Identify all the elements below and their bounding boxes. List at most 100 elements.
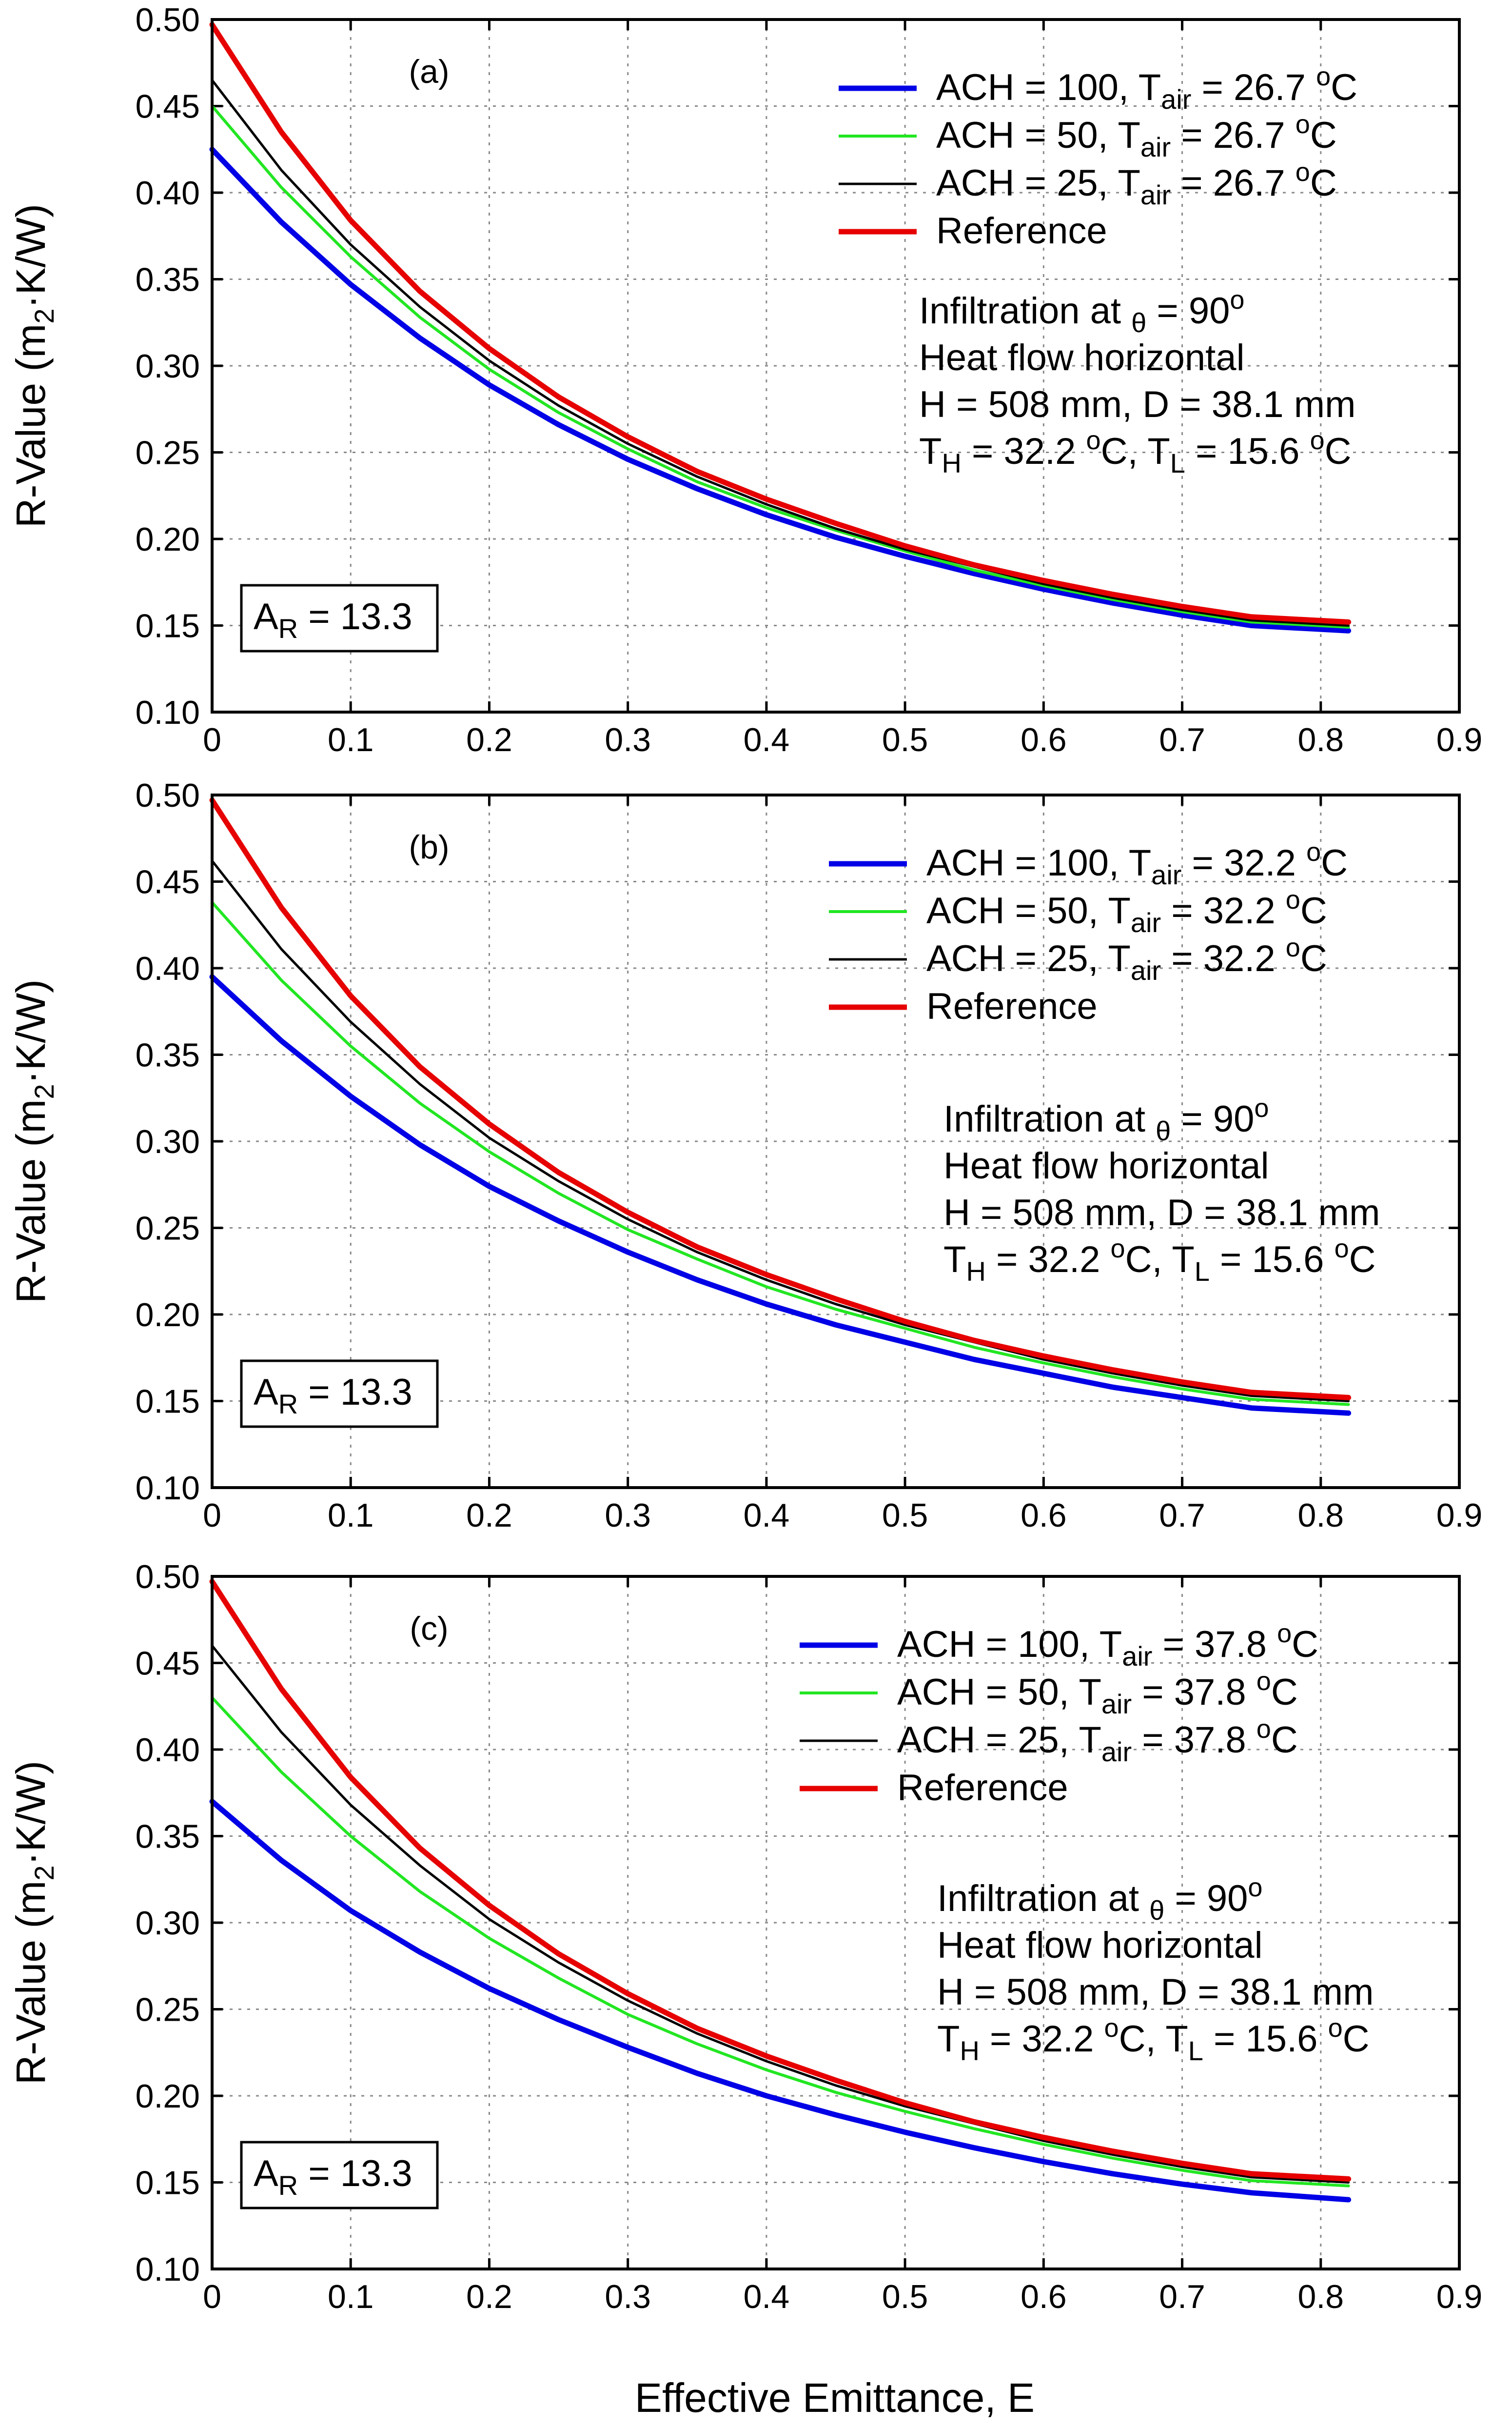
panel-c: 0 0.1 0.2 0.3 0.4 0.5 0.6 0.7 0.8 0.9 0.10 0.15 0.20… xyxy=(8,1558,1482,2315)
y-tick-label: 0.30 xyxy=(136,1123,200,1160)
plot-frame xyxy=(211,794,1461,1489)
series-line-1 xyxy=(209,146,1352,634)
y-tick-label: 0.15 xyxy=(136,1383,200,1420)
y-tick-label: 0.30 xyxy=(136,348,200,385)
plot-frame xyxy=(211,18,1461,714)
legend-label: ACH = 25, Tair = 37.8 oC xyxy=(897,1714,1298,1767)
y-axis-title: R-Value (m2·K/W) xyxy=(8,979,59,1303)
y-tick-label: 0.20 xyxy=(136,1296,200,1333)
annotation-line: H = 508 mm, D = 38.1 mm xyxy=(943,1192,1380,1233)
y-tick-label: 0.15 xyxy=(136,608,200,645)
legend-label: Reference xyxy=(936,210,1107,252)
legend-label: ACH = 100, Tair = 26.7 oC xyxy=(936,62,1357,115)
plot-frame xyxy=(211,1575,1461,2270)
legend-label: ACH = 100, Tair = 37.8 oC xyxy=(897,1619,1318,1671)
panel-a: 0 0.1 0.2 0.3 0.4 0.5 0.6 0.7 0.8 0.9 0.10 0.15 0.20… xyxy=(8,1,1482,758)
y-tick-label: 0.40 xyxy=(136,175,200,212)
x-tick-label: 0 xyxy=(203,721,221,758)
x-tick-label: 0.9 xyxy=(1436,721,1483,758)
y-tick-label: 0.35 xyxy=(136,1818,200,1855)
legend-label: ACH = 100, Tair = 32.2 oC xyxy=(926,837,1348,890)
y-tick-label: 0.35 xyxy=(136,1037,200,1074)
y-tick-label: 0.30 xyxy=(136,1905,200,1942)
y-tick-label: 0.10 xyxy=(136,1470,200,1507)
series-line-3 xyxy=(211,1644,1350,2184)
x-tick-label: 0.7 xyxy=(1159,2278,1205,2315)
annotation-line: TH = 32.2 oC, TL = 15.6 oC xyxy=(937,2013,1370,2066)
annotation-line: Heat flow horizontal xyxy=(937,1925,1262,1966)
x-tick-label: 0.8 xyxy=(1298,721,1344,758)
x-tick-label: 0.8 xyxy=(1298,1497,1344,1534)
y-tick-label: 0.15 xyxy=(136,2165,200,2202)
series-line-4 xyxy=(209,797,1352,1400)
x-tick-label: 0.7 xyxy=(1159,1497,1205,1534)
x-tick-label: 0.1 xyxy=(328,1497,374,1534)
x-tick-label: 0.9 xyxy=(1436,1497,1483,1534)
x-tick-label: 0.2 xyxy=(466,721,512,758)
x-tick-label: 0.4 xyxy=(744,721,790,758)
y-tick-label: 0.40 xyxy=(136,950,200,987)
x-tick-label: 0.4 xyxy=(744,2278,790,2315)
aspect-ratio-label: AR = 13.3 xyxy=(254,2153,412,2201)
legend-label: Reference xyxy=(897,1767,1068,1809)
x-tick-label: 0.6 xyxy=(1021,1497,1067,1534)
x-tick-label: 0.5 xyxy=(882,1497,928,1534)
legend-label: ACH = 25, Tair = 32.2 oC xyxy=(926,933,1327,986)
aspect-ratio-label: AR = 13.3 xyxy=(254,1372,412,1419)
x-tick-label: 0 xyxy=(203,2278,221,2315)
annotation-line: Heat flow horizontal xyxy=(919,337,1244,378)
y-tick-label: 0.25 xyxy=(136,1210,200,1247)
x-tick-label: 0.7 xyxy=(1159,721,1205,758)
series-line-4 xyxy=(209,22,1352,625)
aspect-ratio-box xyxy=(240,1359,439,1428)
y-tick-label: 0.10 xyxy=(136,2251,200,2288)
legend-label: ACH = 50, Tair = 26.7 oC xyxy=(936,110,1337,162)
annotation-line: Infiltration at θ = 90o xyxy=(919,285,1244,338)
x-tick-label: 0.8 xyxy=(1298,2278,1344,2315)
y-axis-title: R-Value (m2·K/W) xyxy=(8,204,59,528)
x-tick-label: 0.3 xyxy=(605,721,651,758)
annotation-line: H = 508 mm, D = 38.1 mm xyxy=(937,1971,1374,2013)
x-tick-label: 0.5 xyxy=(882,2278,928,2315)
annotation-line: H = 508 mm, D = 38.1 mm xyxy=(919,384,1355,425)
panel-label: (c) xyxy=(410,1610,448,1647)
aspect-ratio-box xyxy=(240,2141,439,2209)
panel-label: (a) xyxy=(409,53,449,90)
series-line-2 xyxy=(211,1696,1350,2188)
legend-label: ACH = 50, Tair = 32.2 oC xyxy=(926,885,1327,938)
x-tick-label: 0.6 xyxy=(1021,2278,1067,2315)
annotation-line: TH = 32.2 oC, TL = 15.6 oC xyxy=(919,426,1352,478)
annotation-line: TH = 32.2 oC, TL = 15.6 oC xyxy=(943,1234,1376,1287)
series-line-1 xyxy=(209,1799,1352,2203)
panel-b: 0 0.1 0.2 0.3 0.4 0.5 0.6 0.7 0.8 0.9 0.10 0.15 0.20… xyxy=(8,777,1482,1534)
x-tick-label: 0 xyxy=(203,1497,221,1534)
x-tick-label: 0.4 xyxy=(744,1497,790,1534)
y-tick-label: 0.45 xyxy=(136,1645,200,1682)
series-line-3 xyxy=(211,79,1350,627)
annotation-line: Heat flow horizontal xyxy=(943,1145,1269,1187)
x-tick-label: 0.1 xyxy=(328,721,374,758)
aspect-ratio-label: AR = 13.3 xyxy=(254,596,412,644)
x-tick-label: 0.5 xyxy=(882,721,928,758)
y-tick-label: 0.35 xyxy=(136,261,200,298)
aspect-ratio-box xyxy=(240,584,439,653)
legend-label: ACH = 25, Tair = 26.7 oC xyxy=(936,158,1337,210)
series-line-4 xyxy=(209,1579,1352,2182)
y-tick-label: 0.40 xyxy=(136,1731,200,1769)
y-tick-label: 0.45 xyxy=(136,88,200,125)
x-tick-label: 0.9 xyxy=(1436,2278,1483,2315)
series-line-3 xyxy=(211,859,1350,1402)
y-tick-label: 0.10 xyxy=(136,694,200,731)
annotation-line: Infiltration at θ = 90o xyxy=(943,1094,1269,1146)
y-tick-label: 0.20 xyxy=(136,521,200,558)
y-tick-label: 0.45 xyxy=(136,864,200,901)
x-tick-label: 0.6 xyxy=(1021,721,1067,758)
y-axis-title: R-Value (m2·K/W) xyxy=(8,1761,59,2085)
x-tick-label: 0.2 xyxy=(466,2278,512,2315)
panels-layer: 0 0.1 0.2 0.3 0.4 0.5 0.6 0.7 0.8 0.90.100.150.20… xyxy=(8,1,1482,2315)
legend-label: Reference xyxy=(926,986,1098,1027)
legend-label: ACH = 50, Tair = 37.8 oC xyxy=(897,1667,1298,1719)
y-tick-label: 0.50 xyxy=(136,1558,200,1595)
